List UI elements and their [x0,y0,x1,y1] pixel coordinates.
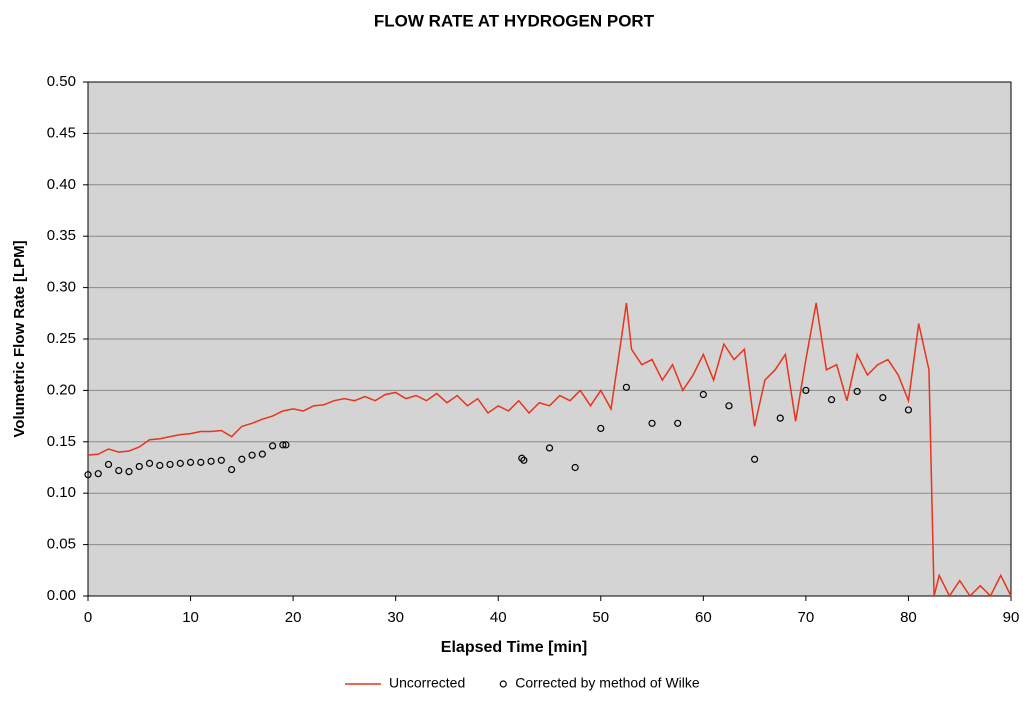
y-tick-label: 0.35 [47,227,76,244]
y-tick-label: 0.25 [47,330,76,347]
data-point [156,461,164,470]
data-point [227,465,236,474]
y-tick-label: 0.30 [47,279,76,296]
data-point [104,460,113,469]
y-tick-label: 0.50 [47,73,76,90]
data-point [94,470,102,478]
data-point [197,458,205,466]
x-tick-label: 50 [592,609,609,626]
data-point [699,390,707,399]
data-point [776,414,784,422]
data-point [238,455,246,463]
data-point [674,419,682,427]
data-point [571,463,579,472]
data-point [269,442,277,450]
data-point [258,450,266,458]
data-point [115,466,123,475]
data-point [186,458,195,466]
data-point [207,457,215,465]
legend-label: Uncorrected [389,675,465,691]
data-point [520,456,528,464]
data-point [904,406,913,414]
y-tick-label: 0.20 [47,381,76,398]
x-tick-label: 20 [285,609,302,626]
data-point [597,424,605,433]
data-point [853,387,861,396]
data-point [279,441,287,449]
data-point [751,455,759,463]
plot-border [87,81,1012,597]
data-point [622,383,631,391]
data-point [725,402,733,410]
data-point [135,462,143,471]
x-tick-label: 60 [695,609,712,626]
y-tick-label: 0.45 [47,124,76,141]
y-axis-label: Volumetric Flow Rate [LPM] [11,240,28,437]
x-tick-label: 70 [798,609,815,626]
data-point [545,444,554,452]
data-point [282,441,290,449]
data-point [145,459,154,467]
x-tick-label: 40 [490,609,507,626]
data-point [248,451,256,459]
y-tick-label: 0.00 [47,587,76,604]
x-tick-label: 80 [900,609,917,626]
data-line [87,302,1012,598]
legend-swatch [499,680,507,688]
data-point [802,386,810,394]
x-tick-label: 30 [387,609,404,626]
legend-label: Corrected by method of Wilke [515,675,700,691]
x-axis-label: Elapsed Time [min] [441,639,587,656]
data-point [84,471,92,479]
x-tick-label: 90 [1003,609,1020,626]
data-point [176,459,184,467]
x-tick-label: 0 [84,609,92,626]
data-point [166,460,174,469]
data-point [648,419,656,427]
y-tick-label: 0.10 [47,484,76,501]
y-tick-label: 0.15 [47,433,76,450]
legend: Uncorrected Corrected by method of Wilke [345,675,700,691]
data-point [518,454,526,462]
x-tick-label: 10 [182,609,199,626]
y-tick-label: 0.40 [47,176,76,193]
chart-title: FLOW RATE AT HYDROGEN PORT [374,11,655,30]
data-point [827,396,836,404]
data-point [217,456,225,464]
data-point [125,468,133,476]
data-point [879,393,887,402]
y-tick-label: 0.05 [47,536,76,553]
